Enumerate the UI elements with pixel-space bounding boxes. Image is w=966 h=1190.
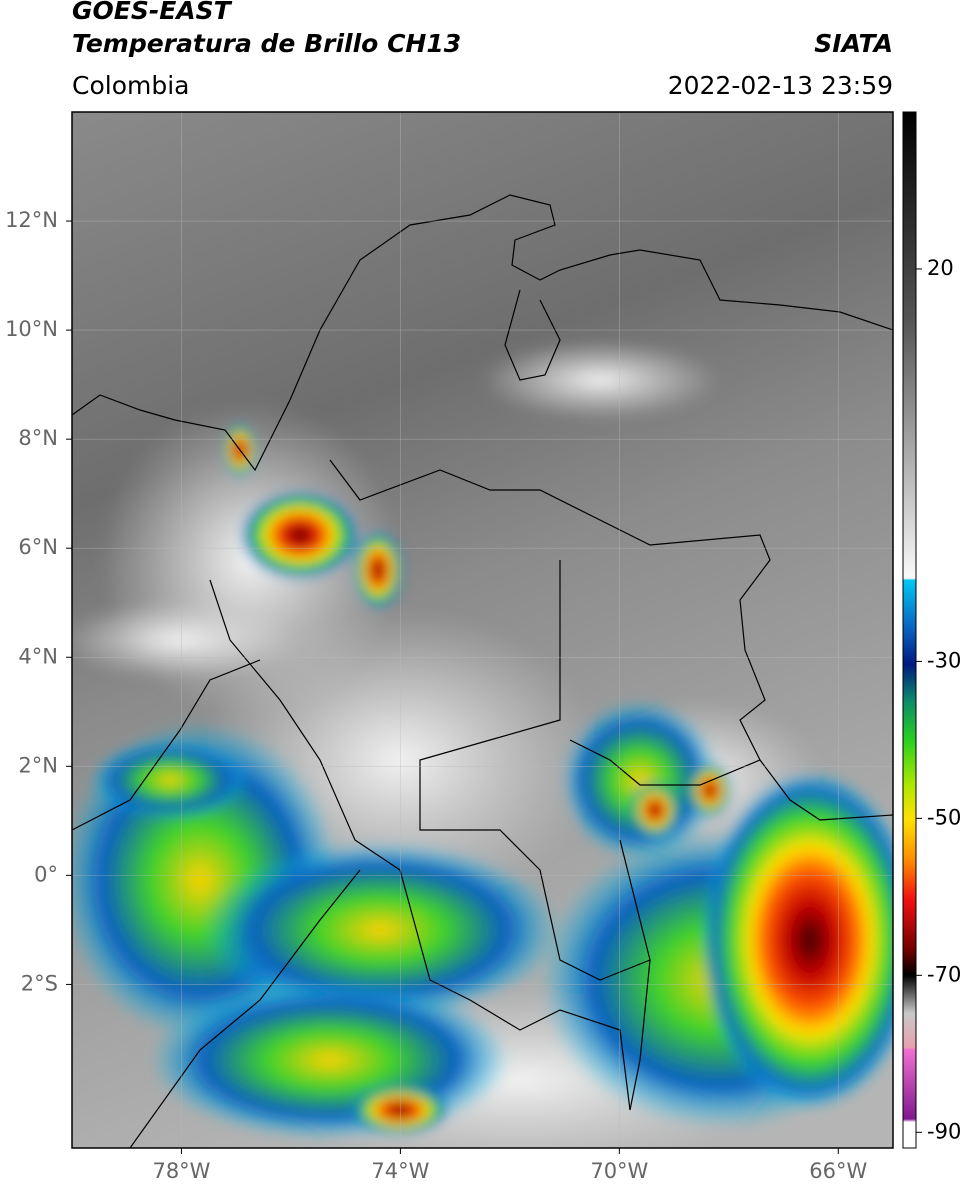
colorbar-tick-label: 20 [927, 256, 954, 280]
timestamp: 2022-02-13 23:59 [668, 71, 893, 100]
map-image [72, 112, 893, 1148]
grid [72, 112, 893, 1148]
y-tick-label: 8°N [18, 426, 58, 450]
x-tick-label: 78°W [152, 1159, 210, 1183]
y-tick-label: 0° [34, 862, 58, 886]
colorbar-tick-label: -50 [927, 805, 961, 829]
x-tick-label: 74°W [371, 1159, 429, 1183]
colorbar-tick-label: -90 [927, 1119, 961, 1143]
y-tick-label: 12°N [5, 208, 58, 232]
y-tick-label: 2°S [21, 971, 58, 995]
y-tick-label: 10°N [5, 317, 58, 341]
region: Colombia [72, 71, 189, 100]
y-tick-label: 2°N [18, 753, 58, 777]
y-tick-label: 4°N [18, 644, 58, 668]
title: GOES-EAST [72, 0, 233, 25]
colorbar [902, 111, 917, 1149]
x-tick-label: 70°W [590, 1159, 648, 1183]
x-tick-label: 66°W [809, 1159, 867, 1183]
colorbar-tick-label: -70 [927, 962, 961, 986]
source: SIATA [814, 29, 893, 58]
map-frame [71, 111, 894, 1149]
colorbar-tick-label: -30 [927, 648, 961, 672]
subtitle: Temperatura de Brillo CH13 [72, 29, 461, 58]
y-tick-label: 6°N [18, 535, 58, 559]
